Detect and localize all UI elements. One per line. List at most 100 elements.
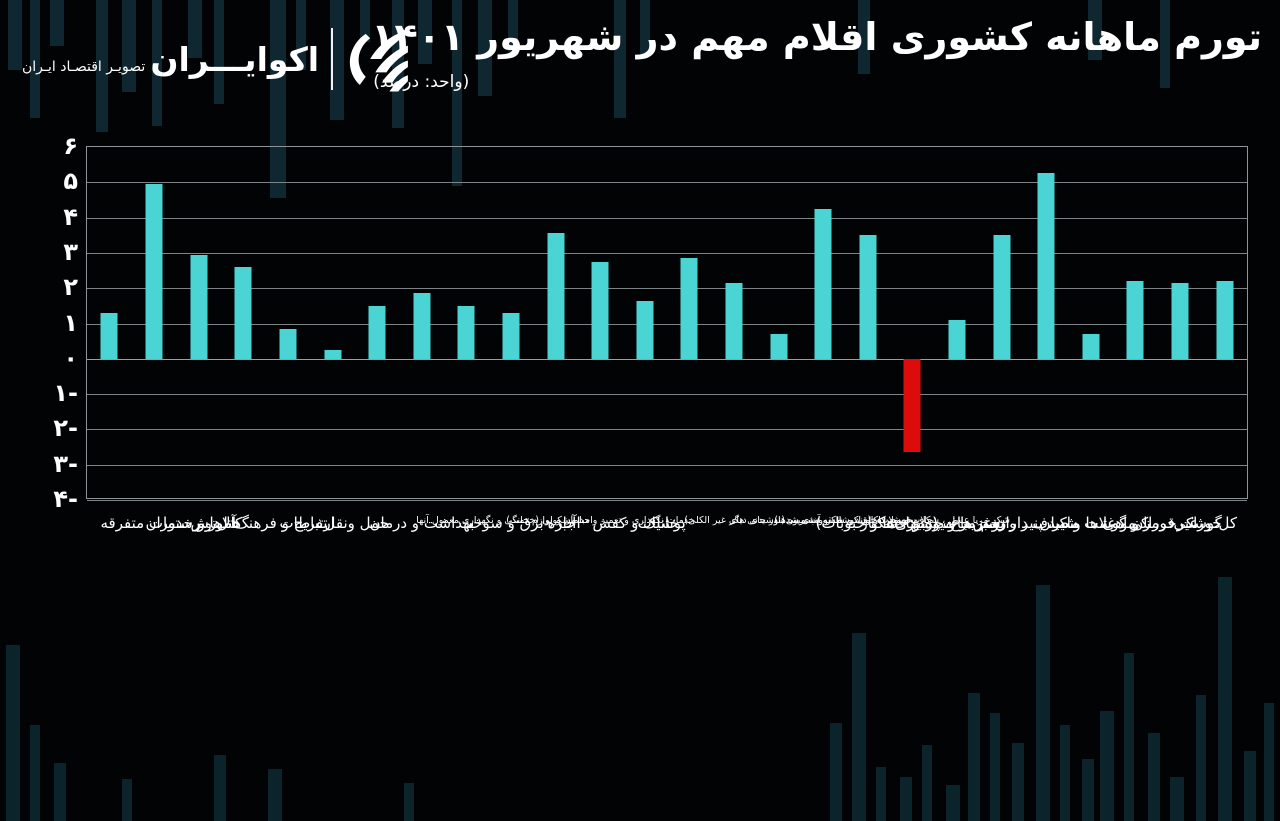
page-title: تورم ماهانه کشوری اقلام مهم در شهریور ۱۴… (371, 15, 1262, 59)
x-axis-tick-label: چای، قهوه، کاکائو، نوشابه و آب میوه (نوش… (684, 515, 934, 526)
y-axis: ۶ ۵ ۴ ۳ ۲ ۱ ۰ ۱- ۲- ۳- ۴- (34, 132, 86, 513)
bar[interactable] (636, 300, 654, 359)
bar-slot[interactable] (533, 147, 578, 498)
bar[interactable] (903, 358, 921, 453)
gridline (87, 500, 1247, 501)
bar-slot[interactable] (355, 147, 400, 498)
bar-slot[interactable] (846, 147, 891, 498)
bar[interactable] (234, 267, 252, 359)
bar[interactable] (413, 293, 431, 359)
bar[interactable] (1216, 281, 1234, 359)
bar-slot[interactable] (444, 147, 489, 498)
bar-slot[interactable] (1113, 147, 1158, 498)
bar[interactable] (502, 312, 520, 359)
x-axis-label-slot: کالاها و خدمات متفرقه (86, 512, 243, 821)
x-axis-label-slot: بهداشت و درمان (354, 512, 474, 821)
y-axis-tick-label: ۱ (63, 308, 78, 337)
bar-slot[interactable] (756, 147, 801, 498)
x-axis-label-slot: شکر مربا عسل ، شکلات و شیرینی(قند و شکر … (756, 512, 1010, 821)
bar[interactable] (725, 282, 743, 359)
bar[interactable] (591, 261, 609, 359)
bar[interactable] (190, 254, 208, 359)
bar-slot[interactable] (712, 147, 757, 498)
bar[interactable] (145, 184, 163, 359)
bar[interactable] (680, 258, 698, 359)
bar-slot[interactable] (578, 147, 623, 498)
x-axis-label-slot: ارتباطات (265, 512, 335, 821)
x-axis-label-slot: پوشاک و کفش (578, 512, 686, 821)
background-bar (6, 645, 20, 821)
x-axis-tick-label: کالاها و خدمات متفرقه (100, 514, 243, 532)
bar[interactable] (457, 305, 475, 359)
bar-slot[interactable] (221, 147, 266, 498)
bar[interactable] (547, 233, 565, 359)
x-axis-label-slot: آموزش (176, 512, 236, 821)
x-axis-label-slot: اجاره (533, 512, 581, 821)
bar-slot[interactable] (176, 147, 221, 498)
bar[interactable] (1171, 282, 1189, 359)
header: اکوایـــران تصویـر اقتصـاد ایـران تورم م… (0, 0, 1280, 132)
y-axis-tick-label: ۴- (53, 485, 78, 513)
bar-slot[interactable] (1202, 147, 1247, 498)
x-axis-label-slot: نان و غلات (1069, 512, 1151, 821)
title-block: تورم ماهانه کشوری اقلام مهم در شهریور ۱۴… (371, 15, 1262, 92)
brand-lockup: اکوایـــران تصویـر اقتصـاد ایـران (22, 22, 419, 96)
gridline (87, 394, 1247, 396)
bar-slot[interactable] (87, 147, 132, 498)
bar-slot[interactable] (399, 147, 444, 498)
gridline (87, 252, 1247, 254)
background-bar (54, 763, 66, 821)
bar[interactable] (100, 312, 118, 359)
bar[interactable] (1082, 334, 1100, 359)
bar-slot[interactable] (132, 147, 177, 498)
bar-slot[interactable] (489, 147, 534, 498)
bar-slot[interactable] (310, 147, 355, 498)
x-axis-label-slot: میوه و خشکبار (846, 512, 953, 821)
bar[interactable] (324, 349, 341, 359)
bar-slot[interactable] (801, 147, 846, 498)
bar-slot[interactable] (1069, 147, 1114, 498)
brand-name: اکوایـــران (150, 39, 320, 79)
bar[interactable] (859, 235, 877, 359)
y-axis-tick-label: ۲ (63, 273, 78, 302)
bar-slot[interactable] (979, 147, 1024, 498)
bar[interactable] (948, 319, 966, 359)
bar-slot[interactable] (935, 147, 980, 498)
bar-series (87, 147, 1247, 498)
gridline (87, 217, 1247, 219)
bar[interactable] (1126, 281, 1144, 359)
x-axis-label-slot: ماهی ها و صدف داران (980, 512, 1136, 821)
x-axis-tick-label: تفریح و فرهنگ (235, 514, 328, 532)
bar-slot[interactable] (266, 147, 311, 498)
bar-slot[interactable] (667, 147, 712, 498)
bar[interactable] (770, 334, 788, 359)
x-axis-label-slot: هتل و رستوران (131, 512, 241, 821)
bar[interactable] (279, 328, 297, 359)
bar[interactable] (814, 208, 832, 359)
bar-slot[interactable] (890, 147, 935, 498)
gridline (87, 288, 1247, 290)
y-axis-tick-label: ۴ (63, 202, 78, 231)
brand-tagline: تصویـر اقتصـاد ایـران (22, 58, 146, 75)
x-axis-label-slot: روغن‌ها و چربیها (891, 512, 1006, 821)
x-axis-label-slot: گوشت قرمز و گوشت ماکیان (1025, 512, 1221, 821)
plot-canvas (86, 146, 1248, 501)
x-axis-label-slot: دخانیات (622, 512, 685, 821)
bar-slot[interactable] (1024, 147, 1069, 498)
bar-slot[interactable] (1158, 147, 1203, 498)
chart-unit-label: (واحد: درصد) (373, 71, 470, 92)
bar[interactable] (1037, 173, 1055, 359)
gridline (87, 323, 1247, 325)
x-axis-label-slot: مبلمان و لوازم خانگی و نگهداری معمول آنه… (399, 512, 591, 821)
chart-area: ۶ ۵ ۴ ۳ ۲ ۱ ۰ ۱- ۲- ۳- ۴- (0, 132, 1280, 513)
background-bar (30, 725, 40, 821)
x-axis-labels: کل خوراکی غیرخوراکی نان و غلات گوشت قرمز و گ… (86, 512, 1248, 821)
bar[interactable] (368, 305, 386, 359)
bar-slot[interactable] (622, 147, 667, 498)
gridline (87, 182, 1247, 184)
background-bar (1264, 703, 1274, 821)
y-axis-tick-label: ۰ (63, 343, 78, 372)
bar[interactable] (993, 235, 1011, 359)
x-axis-label-slot: خدمات نگهداری و تعمیر واحد مسکونی (خدمت) (488, 512, 694, 821)
